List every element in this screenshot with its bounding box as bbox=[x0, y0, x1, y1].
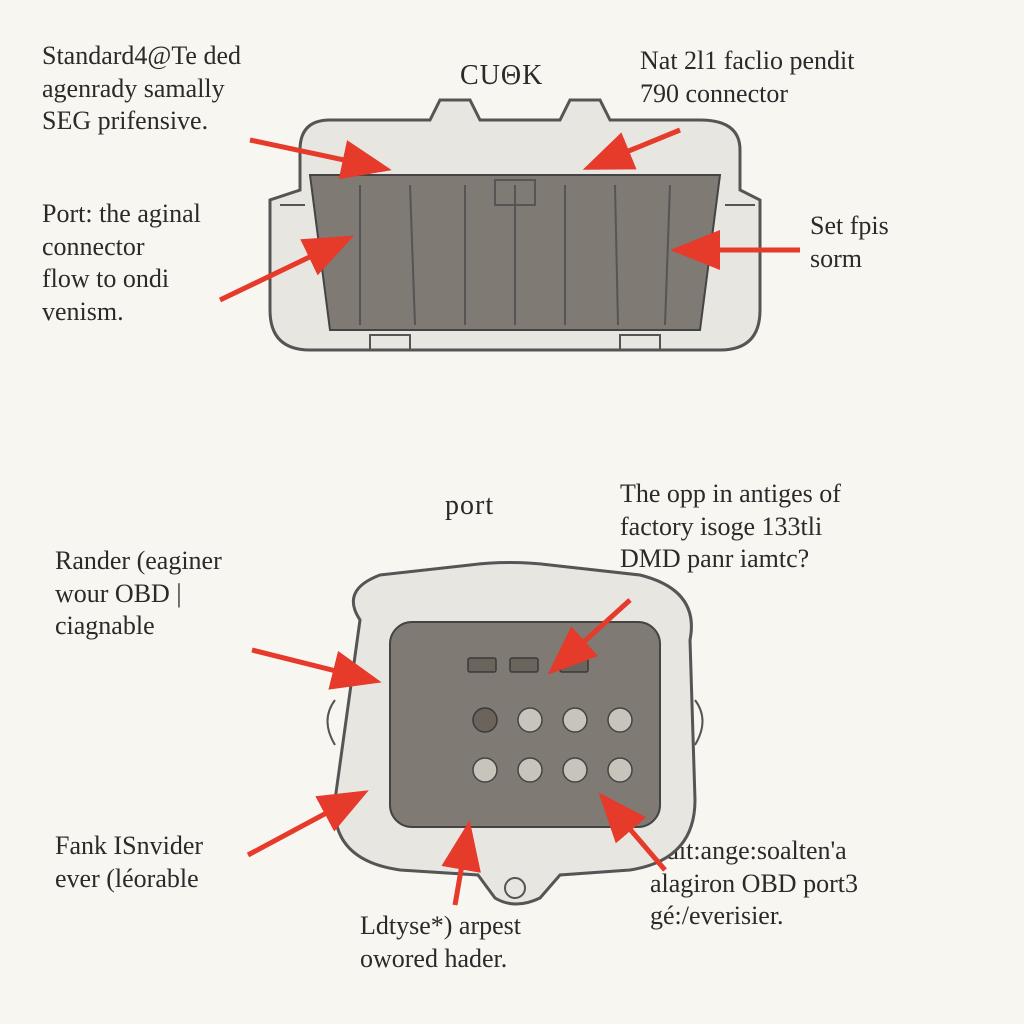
connector-bottom bbox=[328, 563, 703, 905]
label-ldtyse: Ldtyse*) arpest owored hader. bbox=[360, 910, 620, 975]
label-set-fpis: Set fpis sorm bbox=[810, 210, 990, 275]
label-fank: Fank ISnvider ever (léorable bbox=[55, 830, 295, 895]
connector-top bbox=[270, 100, 760, 350]
diagram-canvas: CUΘK port Standard4@Te ded agenrady sama… bbox=[0, 0, 1024, 1024]
label-rander: Rander (eaginer wour OBD | ciagnable bbox=[55, 545, 315, 643]
label-standard: Standard4@Te ded agenrady samally SEG pr… bbox=[42, 40, 302, 138]
label-port-aginal: Port: the aginal connector flow to ondi … bbox=[42, 198, 282, 328]
arrow-standard bbox=[250, 140, 382, 168]
arrow-ldtyse bbox=[455, 830, 468, 905]
label-edit-ange: Edit:ange:soalten'a alagiron OBD port3 g… bbox=[650, 835, 1010, 933]
mid-title: port bbox=[445, 490, 494, 522]
label-opp-antiges: The opp in antiges of factory isoge 133t… bbox=[620, 478, 980, 576]
arrow-opp bbox=[555, 600, 630, 668]
arrow-nat-faclio bbox=[592, 130, 680, 166]
label-nat-faclio: Nat 2l1 faclio pendit 790 connector bbox=[640, 45, 980, 110]
top-title: CUΘK bbox=[460, 60, 543, 92]
arrow-rander bbox=[252, 650, 372, 680]
